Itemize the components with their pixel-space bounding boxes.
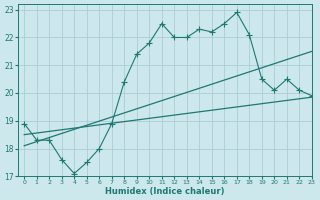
- X-axis label: Humidex (Indice chaleur): Humidex (Indice chaleur): [105, 187, 225, 196]
